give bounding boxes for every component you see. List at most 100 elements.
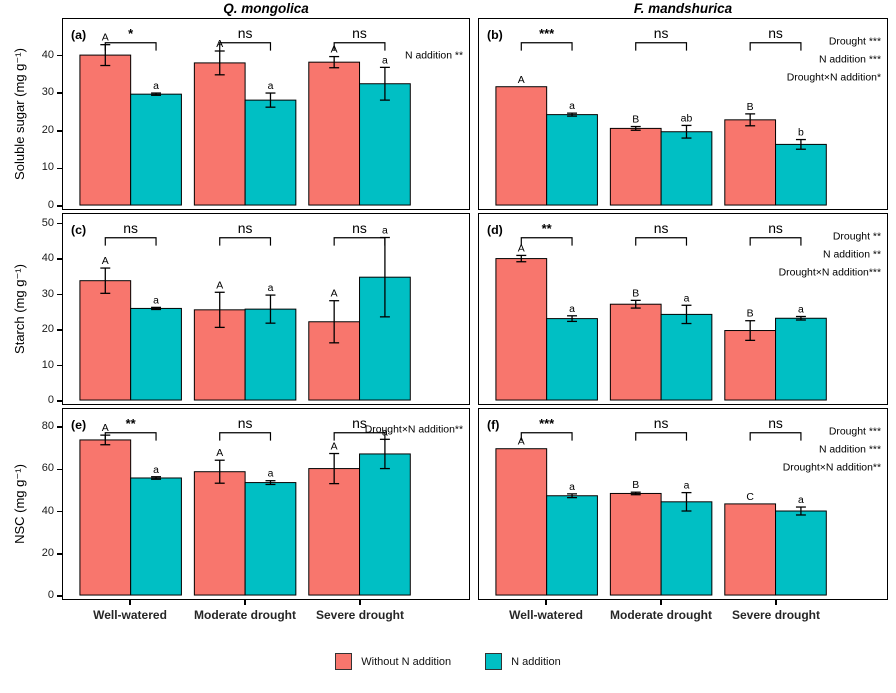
error-bar — [214, 291, 225, 329]
significance-label: ns — [654, 220, 669, 236]
panel-b-chart: Aa *** B ab ns Bb ns (b) Drought *** N addition *… — [487, 25, 881, 206]
error-bar — [100, 267, 111, 294]
facet-title-q-mongolica: Q. mongolica — [223, 1, 309, 16]
y-tick-label: 40 — [41, 504, 54, 517]
x-category-label: Moderate drought — [610, 608, 712, 622]
error-bar — [681, 304, 692, 325]
bar-n-addition — [130, 307, 182, 401]
panel-label: (f) — [487, 418, 499, 432]
bar-n-addition — [130, 93, 182, 206]
legend-swatch-without-n — [335, 653, 353, 670]
bar-without-n — [609, 303, 662, 401]
y-tick-mark — [57, 222, 62, 225]
facet-title-f-mandshurica: F. mandshurica — [633, 1, 733, 16]
significance-letter: a — [569, 101, 575, 112]
panel-label: (e) — [71, 418, 86, 432]
error-bar — [265, 294, 276, 324]
significance-label: * — [128, 26, 133, 41]
bar-without-n — [724, 503, 777, 596]
anova-annotation: Drought×N addition* — [787, 72, 881, 83]
bar-n-addition — [546, 114, 598, 206]
significance-label: ns — [238, 25, 253, 41]
significance-letter: a — [268, 469, 274, 480]
error-bar — [630, 125, 641, 131]
y-tick-label: 20 — [41, 546, 54, 559]
significance-letter: A — [331, 289, 338, 300]
significance-letter: a — [684, 293, 690, 304]
bar-without-n — [79, 54, 132, 206]
significance-letter: A — [102, 33, 109, 44]
x-tick-mark — [545, 600, 547, 605]
significance-label: ns — [238, 220, 253, 236]
error-bar — [214, 50, 225, 76]
y-tick-mark — [57, 329, 62, 331]
y-tick-mark — [57, 510, 62, 513]
significance-letter: a — [798, 495, 804, 506]
y-tick-label: 10 — [41, 358, 54, 371]
error-bar — [795, 315, 806, 321]
y-axis-title-starch: Starch (mg g⁻¹) — [12, 264, 27, 354]
significance-letter: a — [798, 305, 804, 316]
significance-letter: b — [798, 128, 804, 139]
significance-letter: a — [153, 81, 159, 92]
significance-letter: a — [569, 304, 575, 315]
significance-letter: a — [382, 226, 388, 237]
panel-label: (b) — [487, 28, 503, 42]
anova-annotation: Drought×N addition** — [783, 462, 881, 473]
y-tick-label: 0 — [47, 589, 54, 601]
x-category-label: Well-watered — [509, 608, 583, 622]
legend-item-n-addition: N addition — [485, 653, 561, 670]
anova-annotation: Drought *** — [829, 427, 881, 438]
bar-n-addition — [775, 317, 827, 401]
y-tick-label: 30 — [41, 86, 54, 99]
significance-label: ** — [126, 416, 136, 431]
bar-without-n — [193, 62, 246, 206]
bar-without-n — [495, 258, 548, 401]
significance-bracket — [333, 42, 386, 51]
bar-n-addition — [244, 482, 297, 596]
x-tick-mark — [129, 600, 131, 605]
y-tick-mark — [57, 130, 62, 132]
y-tick-label: 50 — [41, 216, 54, 229]
panel-label: (a) — [71, 28, 86, 42]
significance-letter: A — [102, 423, 109, 434]
y-tick-label: 0 — [47, 394, 54, 406]
significance-letter: A — [518, 243, 525, 254]
significance-letter: a — [382, 55, 388, 66]
panel-d-chart: Aa ** B a ns B a ns (d) Drought ** N addition ** Dr… — [487, 220, 881, 401]
y-tick-label: 80 — [41, 420, 54, 432]
bar-without-n — [79, 439, 132, 596]
significance-bracket — [749, 42, 802, 51]
y-tick-label: 20 — [41, 323, 54, 336]
error-bar — [151, 92, 162, 96]
y-tick-mark — [57, 468, 62, 470]
significance-label: ns — [654, 25, 669, 41]
panel-c-chart: Aa ns A a ns Aa ns (c) — [71, 220, 411, 401]
significance-letter: B — [632, 115, 639, 126]
y-tick-label: 30 — [41, 287, 54, 300]
error-bar — [379, 66, 390, 101]
bar-without-n — [308, 468, 361, 596]
legend: Without N addition N addition — [0, 653, 896, 670]
y-tick-label: 40 — [41, 48, 54, 61]
significance-letter: B — [747, 309, 754, 320]
anova-annotation: N addition ** — [405, 51, 463, 62]
significance-letter: a — [268, 81, 274, 92]
significance-letter: a — [684, 481, 690, 492]
x-category-label: Severe drought — [731, 608, 821, 622]
significance-bracket — [104, 237, 157, 246]
error-bar — [329, 300, 340, 344]
y-tick-label: 0 — [47, 199, 54, 211]
bar-without-n — [609, 127, 662, 206]
y-tick-mark — [57, 553, 62, 555]
significance-letter: a — [153, 465, 159, 476]
bar-without-n — [495, 86, 548, 206]
y-tick-mark — [57, 167, 62, 170]
error-bar — [151, 306, 162, 311]
significance-letter: A — [216, 280, 223, 291]
significance-letter: ab — [681, 113, 693, 124]
significance-bracket — [520, 237, 573, 246]
error-bar — [329, 55, 340, 69]
